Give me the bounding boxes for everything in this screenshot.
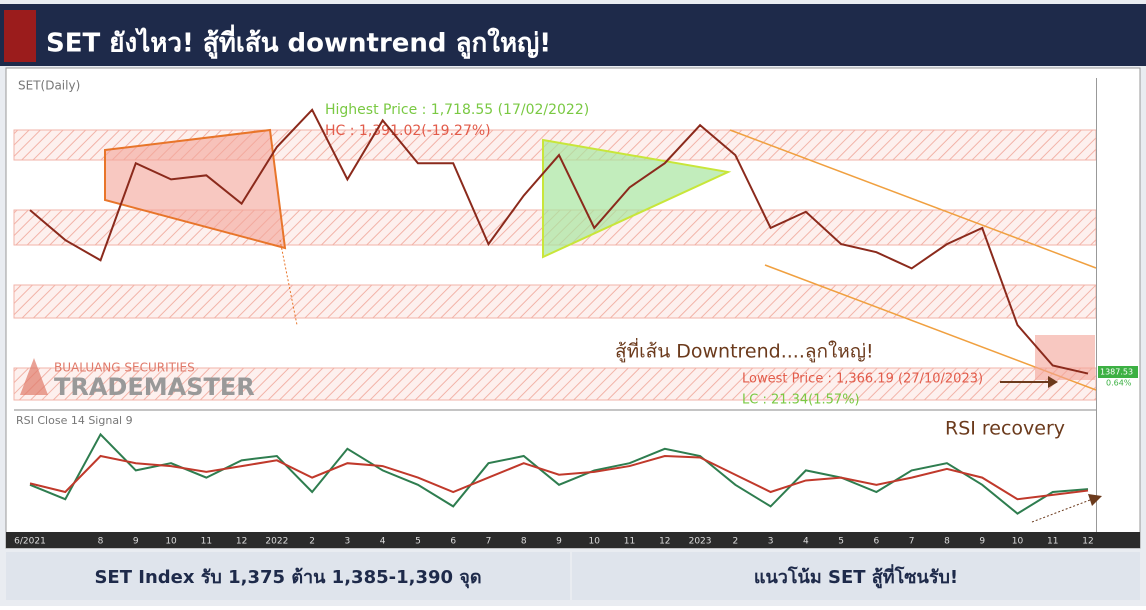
annotation: Lowest Price : 1,366.19 (27/10/2023)	[742, 372, 983, 387]
x-tick-label: 7	[909, 537, 915, 547]
channel-line	[729, 129, 1097, 269]
arrow-head	[1088, 494, 1102, 506]
price-tag-change: 0.64%	[1106, 379, 1132, 388]
footer-cell	[6, 552, 570, 600]
arrow-head	[1048, 376, 1058, 388]
zone	[13, 284, 1097, 319]
annotation: Highest Price : 1,718.55 (17/02/2022)	[325, 102, 589, 118]
x-tick-label: 12	[1082, 537, 1093, 547]
series-line	[29, 432, 1089, 515]
x-tick-label: 10	[589, 537, 601, 547]
x-tick-label: 3	[768, 537, 774, 547]
annotation: สู้ที่เส้น Downtrend....ลูกใหญ่!	[615, 338, 874, 363]
x-tick-label: 5	[838, 537, 844, 547]
x-tick-label: 2022	[265, 537, 288, 547]
header-bar	[0, 4, 1146, 66]
footer-right: แนวโน้ม SET สู้ที่โซนรับ!	[754, 564, 958, 589]
x-tick-label: 8	[521, 537, 527, 547]
x-axis-bar	[6, 532, 1140, 548]
price-tag-label: 1387.53	[1100, 368, 1133, 377]
x-tick-label: 11	[201, 537, 212, 547]
logo-icon	[20, 358, 48, 395]
x-tick-label: 12	[659, 537, 670, 547]
footer-cell	[572, 552, 1140, 600]
x-tick-label: 7	[486, 537, 492, 547]
x-tick-label: 4	[380, 537, 386, 547]
x-tick-label: 12	[236, 537, 247, 547]
x-tick-label: 5	[415, 537, 421, 547]
rsi-title: RSI Close 14 Signal 9	[16, 414, 133, 427]
projection	[279, 239, 298, 326]
x-tick-label: 6/2021	[14, 537, 46, 547]
x-tick-label: 10	[165, 537, 177, 547]
x-tick-label: 8	[944, 537, 950, 547]
x-tick-label: 6	[874, 537, 880, 547]
x-tick-label: 2	[309, 537, 315, 547]
zone	[13, 367, 1097, 401]
annotation: RSI recovery	[945, 418, 1065, 440]
x-tick-label: 2023	[689, 537, 712, 547]
wedge	[104, 128, 287, 250]
x-tick-label: 9	[133, 537, 139, 547]
marks: 6/2021 8 9 10 11 12 2022 2 3 4 5 6 7 8 9 10 11 12 2023 2 3 4 5…	[14, 108, 1094, 547]
series-line	[29, 454, 1089, 501]
price-tag	[1098, 366, 1138, 378]
triangle	[542, 138, 732, 259]
annotation: LC : 21.34(1.57%)	[742, 393, 860, 408]
x-tick-label: 11	[624, 537, 635, 547]
price-scale-border	[1096, 78, 1097, 548]
x-tick-label: 11	[1047, 537, 1058, 547]
chart-title: SET(Daily)	[18, 79, 80, 93]
annotation: HC : 1,391.02(-19.27%)	[325, 123, 491, 139]
x-tick-label: 4	[803, 537, 809, 547]
logo-company: BUALUANG SECURITIES	[54, 361, 195, 375]
header-title: SET ยังไหว! สู้ที่เส้น downtrend ลูกใหญ่…	[46, 24, 551, 60]
header-accent	[4, 10, 36, 62]
x-tick-label: 8	[98, 537, 104, 547]
x-tick-label: 9	[556, 537, 562, 547]
x-tick-label: 6	[450, 537, 456, 547]
logo-brand: TRADEMASTER	[54, 373, 255, 401]
x-tick-label: 2	[732, 537, 738, 547]
x-tick-label: 10	[1012, 537, 1024, 547]
x-tick-label: 3	[345, 537, 351, 547]
x-tick-label: 9	[979, 537, 985, 547]
series-line	[29, 108, 1089, 375]
footer-left: SET Index รับ 1,375 ต้าน 1,385-1,390 จุด	[94, 567, 481, 589]
